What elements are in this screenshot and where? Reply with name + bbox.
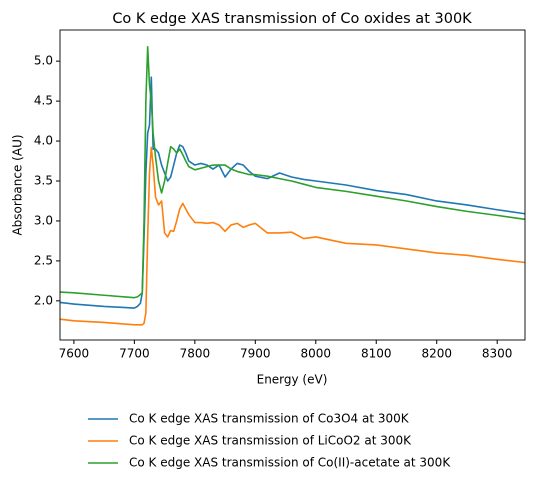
y-tick-label: 4.5 — [34, 94, 53, 108]
plot-area — [60, 45, 525, 326]
x-tick-label: 7800 — [180, 347, 211, 361]
y-tick-label: 3.0 — [34, 213, 53, 227]
data-line — [60, 146, 525, 326]
data-line — [60, 45, 525, 299]
x-axis-label: Energy (eV) — [257, 373, 328, 387]
data-line — [60, 76, 525, 309]
y-axis-label: Absorbance (AU) — [11, 134, 25, 235]
x-tick-label: 8100 — [361, 347, 392, 361]
y-tick-label: 2.5 — [34, 253, 53, 267]
legend-label: Co K edge XAS transmission of Co3O4 at 3… — [129, 412, 410, 426]
x-tick-label: 8300 — [482, 347, 513, 361]
x-tick-label: 7900 — [240, 347, 271, 361]
plot-frame — [59, 29, 526, 341]
x-tick-label: 7600 — [59, 347, 90, 361]
x-tick-label: 8200 — [421, 347, 452, 361]
y-tick-label: 5.0 — [34, 54, 53, 68]
legend-label: Co K edge XAS transmission of Co(II)-ace… — [129, 456, 451, 470]
chart-title: Co K edge XAS transmission of Co oxides … — [112, 11, 472, 27]
x-tick-label: 7700 — [119, 347, 150, 361]
y-tick-label: 2.0 — [34, 293, 53, 307]
y-tick-label: 4.0 — [34, 134, 53, 148]
y-tick-label: 3.5 — [34, 174, 53, 188]
legend-label: Co K edge XAS transmission of LiCoO2 at … — [129, 434, 412, 448]
x-tick-label: 8000 — [301, 347, 332, 361]
